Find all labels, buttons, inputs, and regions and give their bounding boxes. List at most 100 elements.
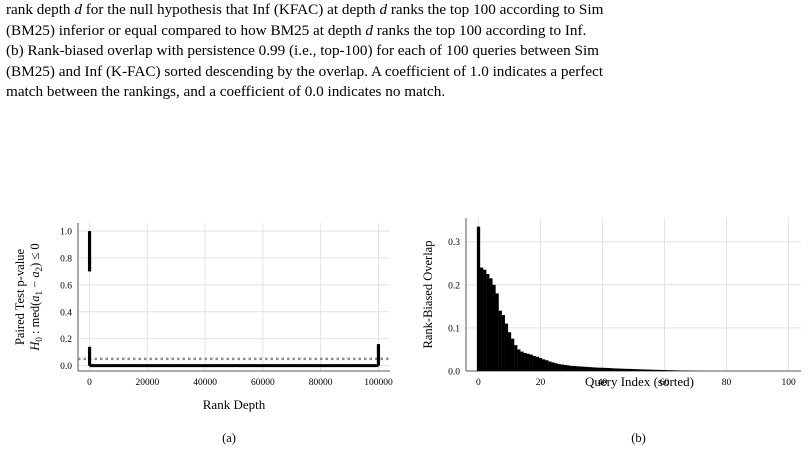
bar	[489, 278, 493, 371]
y-axis-label-a: Paired Test p-value	[13, 249, 27, 346]
x-tick-label-b: 80	[722, 378, 732, 388]
bar	[560, 364, 564, 371]
bar	[647, 369, 651, 371]
bar	[535, 356, 540, 371]
bar	[566, 365, 571, 371]
bar	[492, 284, 496, 371]
y-tick-label-a: 0.0	[60, 362, 72, 372]
panel-label-b: (b)	[631, 431, 646, 445]
bar	[675, 370, 679, 371]
bar	[514, 345, 518, 371]
y-axis-label-a-hypothesis: H0 : med(a1 − a2) ≤ 0	[28, 243, 44, 351]
y-tick-label-b: 0.3	[448, 238, 460, 248]
bar	[486, 274, 490, 371]
bar	[569, 365, 574, 371]
bar	[594, 367, 599, 371]
figure-caption: rank depth d for the null hypothesis tha…	[6, 0, 806, 103]
bar	[504, 323, 509, 371]
bar	[662, 370, 667, 371]
y-axis-label-b: Rank-Biased Overlap	[421, 241, 435, 349]
x-tick-label-a: 60000	[251, 378, 275, 388]
bar	[554, 363, 558, 371]
bar	[563, 364, 568, 371]
bar	[628, 368, 633, 371]
bar	[669, 370, 673, 371]
bar	[476, 226, 481, 371]
bar	[532, 355, 536, 371]
bar	[523, 352, 527, 371]
bar	[607, 367, 611, 371]
bar	[520, 351, 524, 371]
x-tick-label-b: 0	[476, 378, 481, 388]
x-tick-label-b: 60	[660, 378, 670, 388]
bar	[622, 368, 626, 371]
bar	[551, 362, 555, 371]
bar	[507, 332, 512, 371]
bar	[573, 366, 577, 371]
x-tick-label-b: 100	[781, 378, 796, 388]
bar	[610, 368, 614, 371]
x-tick-label-a: 0	[87, 378, 92, 388]
x-tick-label-b: 20	[536, 378, 546, 388]
x-tick-label-a: 80000	[309, 378, 333, 388]
bar	[635, 369, 639, 371]
x-tick-label-a: 20000	[135, 378, 159, 388]
caption-line-2: (BM25) inferior or equal compared to how…	[6, 21, 587, 39]
x-tick-label-a: 100000	[364, 378, 393, 388]
bar	[604, 367, 608, 371]
y-tick-label-a: 1.0	[60, 228, 72, 238]
bar	[650, 369, 654, 371]
bar	[631, 369, 636, 371]
bar	[641, 369, 645, 371]
y-tick-label-a: 0.6	[60, 281, 72, 291]
bar	[625, 368, 630, 371]
bar	[613, 368, 617, 371]
bar	[498, 310, 502, 371]
x-tick-label-a: 40000	[193, 378, 217, 388]
panel-label-a: (a)	[222, 431, 236, 445]
x-tick-label-b: 40	[598, 378, 608, 388]
bar	[638, 369, 642, 371]
caption-line-5: match between the rankings, and a coeffi…	[6, 83, 446, 100]
bar	[517, 349, 521, 371]
y-tick-label-b: 0.2	[448, 281, 460, 291]
bar	[579, 366, 583, 371]
bar	[541, 359, 546, 371]
bar	[644, 369, 648, 371]
bar	[591, 367, 595, 371]
bar	[526, 353, 530, 371]
bar	[672, 370, 676, 371]
y-tick-label-a: 0.2	[60, 335, 72, 345]
bar	[483, 269, 487, 371]
y-tick-label-a: 0.4	[60, 308, 72, 318]
bar	[619, 368, 623, 371]
bar	[600, 367, 605, 371]
bar	[653, 369, 657, 371]
bar	[666, 370, 670, 371]
bar	[538, 358, 543, 371]
bar	[495, 293, 499, 371]
x-axis-label-b: Query Index (sorted)	[585, 374, 694, 389]
caption-line-4: (BM25) and Inf (K-FAC) sorted descending…	[6, 62, 604, 80]
bar	[588, 367, 592, 371]
bar	[659, 369, 664, 371]
bar	[678, 370, 682, 371]
bar	[585, 366, 589, 371]
bar	[656, 369, 661, 371]
bar	[548, 361, 552, 371]
bar	[582, 366, 586, 371]
x-axis-label-a: Rank Depth	[203, 397, 266, 412]
bar	[597, 367, 602, 371]
bar	[501, 314, 505, 371]
y-tick-label-b: 0.1	[448, 324, 460, 334]
bar	[616, 368, 620, 371]
bar	[479, 267, 484, 371]
bar	[510, 338, 515, 371]
bar	[529, 354, 533, 371]
caption-line-1: rank depth d for the null hypothesis tha…	[6, 1, 604, 18]
bar	[576, 366, 580, 371]
caption-line-3: (b) Rank-biased overlap with persistence…	[6, 42, 599, 59]
y-tick-label-b: 0.0	[448, 368, 460, 378]
bar	[545, 360, 549, 371]
